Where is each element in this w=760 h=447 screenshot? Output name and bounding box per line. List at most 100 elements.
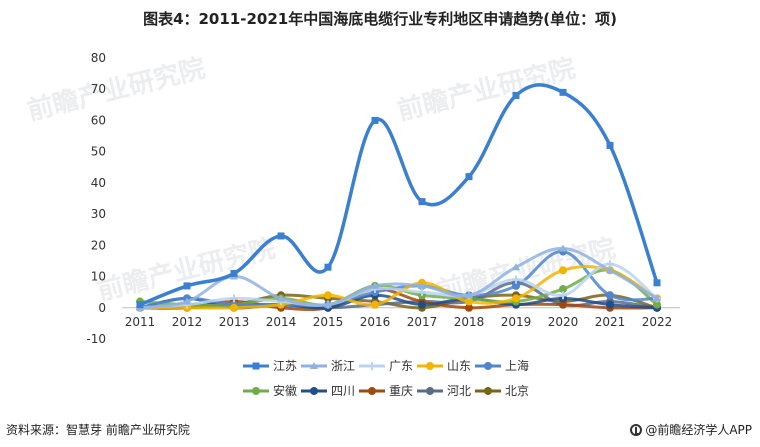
data-point (512, 91, 520, 99)
data-point (136, 301, 144, 309)
legend-item: 四川 (301, 384, 355, 398)
x-tick-label: 2015 (313, 315, 344, 329)
data-point (277, 294, 285, 302)
data-point (230, 269, 238, 277)
data-point (606, 266, 614, 274)
legend-label: 四川 (331, 384, 355, 398)
source-note: 资料来源：智慧芽 前瞻产业研究院 (6, 423, 190, 437)
x-tick-label: 2014 (266, 315, 297, 329)
legend-label: 浙江 (331, 359, 355, 373)
legend-marker (426, 387, 434, 395)
brand-icon (630, 423, 643, 436)
data-point (512, 294, 520, 303)
series-江苏 (136, 83, 661, 309)
legend-marker (252, 387, 260, 395)
legend-marker (252, 362, 260, 370)
x-tick-label: 2020 (548, 315, 579, 329)
data-point (418, 288, 426, 297)
legend-item: 江苏 (243, 359, 297, 373)
legend-marker (368, 387, 376, 395)
data-point (559, 244, 567, 252)
data-point (512, 263, 520, 271)
y-tick-label: 10 (91, 270, 106, 284)
x-tick-label: 2011 (125, 315, 156, 329)
legend-label: 山东 (447, 359, 471, 373)
data-point (277, 232, 285, 240)
legend-item: 安徽 (243, 383, 297, 398)
legend-label: 江苏 (273, 359, 297, 373)
data-point (371, 300, 379, 309)
data-point (465, 297, 473, 306)
data-point (512, 281, 520, 290)
y-tick-label: 60 (91, 113, 106, 127)
data-point (653, 279, 661, 287)
x-tick-label: 2021 (595, 315, 626, 329)
data-point (324, 300, 332, 308)
brand-text: @前瞻经济学人APP (645, 423, 752, 437)
legend-marker (310, 387, 318, 395)
y-tick-label: -10 (86, 332, 106, 346)
y-tick-label: 20 (91, 238, 106, 252)
data-point (324, 291, 332, 300)
y-tick-label: 70 (91, 82, 106, 96)
data-point (606, 300, 614, 309)
watermark-text: 前瞻产业研究院 (24, 53, 208, 127)
x-tick-label: 2018 (454, 315, 485, 329)
data-point (559, 300, 567, 309)
data-point (230, 303, 238, 312)
brand-label: @前瞻经济学人APP (630, 421, 752, 438)
legend-label: 重庆 (389, 384, 413, 398)
legend-marker (484, 387, 492, 395)
y-axis: -10 0 10 20 30 40 50 60 70 80 (86, 51, 106, 346)
y-tick-label: 80 (91, 51, 106, 65)
legend-item: 广东 (359, 359, 413, 373)
watermark-text: 前瞻产业研究院 (394, 53, 578, 127)
x-tick-label: 2012 (172, 315, 203, 329)
legend-marker (368, 362, 376, 370)
legend-label: 上海 (505, 358, 529, 373)
legend-marker (310, 362, 318, 369)
data-point (183, 297, 191, 305)
legend-item: 北京 (475, 384, 529, 398)
data-point (230, 294, 238, 303)
data-point (324, 263, 332, 271)
x-tick-label: 2016 (360, 315, 391, 329)
data-point (559, 285, 567, 294)
legend-label: 广东 (389, 359, 413, 373)
y-tick-label: 30 (91, 207, 106, 221)
legend-marker (426, 362, 434, 370)
data-point (418, 281, 426, 289)
data-point (512, 275, 520, 284)
x-tick-label: 2022 (642, 315, 673, 329)
y-tick-label: 50 (91, 145, 106, 159)
data-point (465, 173, 473, 181)
series-layer (136, 83, 661, 312)
data-point (559, 291, 567, 300)
legend-item: 浙江 (301, 359, 355, 373)
chart-title: 图表4：2011-2021年中国海底电缆行业专利地区申请趋势(单位：项) (143, 10, 617, 28)
data-point (418, 198, 426, 206)
data-point (559, 88, 567, 96)
y-tick-label: 40 (91, 176, 106, 190)
data-point (606, 141, 614, 149)
legend-item: 河北 (417, 384, 471, 398)
y-tick-label: 0 (98, 301, 106, 315)
data-point (559, 266, 567, 275)
series-line (138, 83, 659, 307)
legend-item: 重庆 (359, 384, 413, 398)
data-point (653, 294, 661, 302)
legend-label: 北京 (505, 384, 529, 398)
x-tick-label: 2019 (501, 315, 532, 329)
data-point (653, 300, 661, 309)
data-point (465, 291, 473, 299)
legend-item: 山东 (417, 359, 471, 373)
legend-marker (484, 362, 492, 370)
data-point (371, 281, 379, 289)
legend-item: 上海 (475, 358, 529, 373)
data-point (606, 291, 614, 300)
data-point (465, 303, 473, 312)
x-tick-label: 2013 (219, 315, 250, 329)
